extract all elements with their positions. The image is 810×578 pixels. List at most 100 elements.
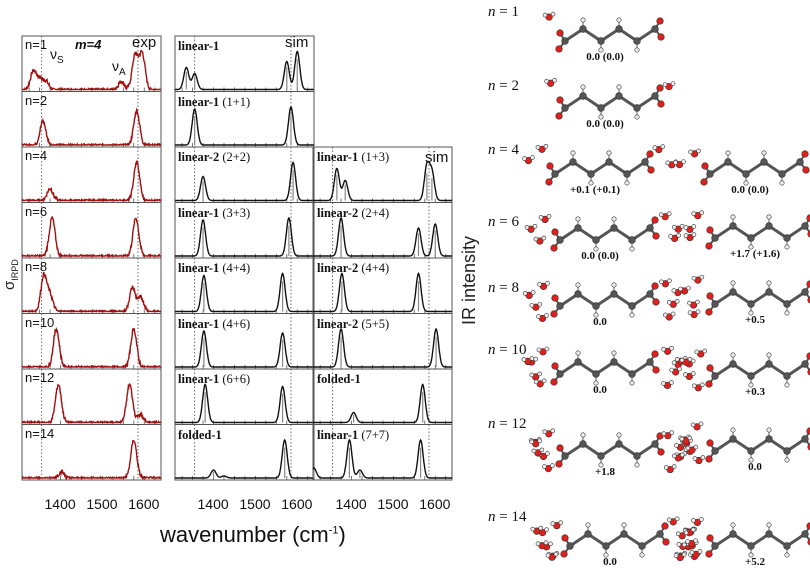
hydrogen-atom	[634, 47, 640, 53]
hydrogen-atom	[539, 447, 545, 453]
carbon-atom	[656, 530, 664, 538]
simulated-structure-label: linear-2 (5+5)	[317, 316, 390, 331]
oxygen-atom	[706, 534, 714, 542]
carbon-atom	[628, 236, 636, 244]
oxygen-atom	[555, 45, 563, 53]
carbon-atom	[765, 360, 773, 368]
hydrogen-atom	[662, 312, 668, 318]
hydrogen-atom	[784, 382, 790, 388]
y-axis-label-ir-intensity: IR intensity	[459, 235, 479, 325]
carbon-atom	[765, 222, 773, 230]
nu-s-label: νS	[50, 46, 64, 66]
spectrum-panel	[21, 424, 162, 481]
molecule-structure	[522, 278, 685, 323]
hydrogen-atom	[658, 212, 664, 218]
carbon-atom	[638, 542, 646, 550]
carbon-atom	[556, 370, 564, 378]
molecule-structure	[679, 348, 810, 392]
hydrogen-atom	[689, 550, 695, 555]
experimental-spectrum-line	[21, 326, 162, 370]
hydrogen-atom	[748, 382, 754, 388]
oxygen-atom	[700, 178, 708, 186]
hydrogen-atom	[593, 380, 599, 386]
hydrogen-atom	[529, 302, 535, 308]
carbon-atom	[579, 25, 587, 33]
carbon-atom	[646, 224, 654, 232]
carbon-atom	[711, 234, 719, 242]
hydrogen-atom	[685, 539, 690, 544]
panel-n-label: n=12	[25, 370, 55, 385]
simulated-spectrum-line	[313, 327, 452, 368]
hydrogen-atom	[681, 542, 687, 548]
hydrogen-atom	[669, 430, 675, 435]
molecule-structure	[678, 421, 810, 465]
oxygen-atom	[546, 162, 554, 170]
structure-n-label: n = 8	[488, 280, 519, 296]
spectrum-panel	[312, 146, 453, 203]
structure-n-label: n = 4	[488, 142, 519, 158]
hydrogen-atom	[529, 356, 535, 361]
hydrogen-atom	[688, 149, 693, 155]
hydrogen-atom	[675, 531, 681, 537]
molecule-structure	[544, 77, 676, 120]
oxygen-atom	[646, 150, 654, 158]
carbon-atom	[783, 234, 791, 242]
hydrogen-atom	[687, 435, 693, 441]
hydrogen-atom	[671, 360, 677, 366]
hydrogen-atom	[537, 282, 542, 287]
carbon-atom	[646, 290, 654, 298]
hydrogen-atom	[702, 348, 708, 354]
molecule-structure	[530, 516, 697, 562]
hydrogen-atom	[553, 551, 559, 557]
carbon-atom	[633, 452, 641, 460]
hydrogen-atom	[575, 216, 581, 222]
relative-energy-label: +1.8	[594, 466, 616, 478]
molecule-structure	[673, 148, 810, 186]
hydrogen-atom	[695, 309, 701, 314]
carbon-atom	[801, 530, 809, 538]
panel-frame	[174, 424, 315, 481]
simulated-spectrum-line	[312, 438, 452, 479]
carbon-atom	[747, 300, 755, 308]
simulated-structure-label: linear-1 (7+7)	[317, 427, 390, 442]
relative-energy-label: 0.0 (0.0)	[586, 118, 624, 130]
carbon-atom	[651, 440, 659, 448]
x-axis-label: wavenumber (cm-1)	[160, 522, 346, 547]
simulated-structure-label: linear-2 (2+2)	[178, 150, 251, 164]
hydrogen-atom	[542, 429, 548, 435]
hydrogen-atom	[543, 540, 549, 546]
hydrogen-atom	[682, 372, 688, 377]
hydrogen-atom	[670, 81, 676, 86]
hydrogen-atom	[544, 78, 549, 84]
hydrogen-atom	[558, 520, 564, 525]
simulated-spectrum-line	[175, 216, 314, 257]
hydrogen-atom	[697, 549, 703, 554]
hydrogen-atom	[544, 346, 550, 352]
hydrogen-atom	[533, 236, 539, 242]
simulated-spectrum-line	[175, 50, 314, 91]
hydrogen-atom	[543, 144, 549, 149]
hydrogen-atom	[580, 432, 586, 438]
simulated-structure-label: linear-1 (6+6)	[178, 372, 251, 386]
simulated-spectrum-line	[175, 161, 314, 202]
hydrogen-atom	[530, 290, 536, 295]
simulated-spectrum-line	[175, 438, 314, 479]
oxygen-atom	[657, 100, 665, 108]
panel-n-label: n=1	[25, 37, 48, 52]
oxygen-atom	[555, 460, 563, 468]
carbon-atom	[778, 170, 786, 178]
hydrogen-atom	[693, 444, 699, 450]
carbon-atom	[711, 447, 719, 455]
hydrogen-atom	[545, 281, 550, 286]
carbon-atom	[584, 530, 592, 538]
hydrogen-atom	[685, 445, 691, 451]
carbon-atom	[711, 300, 719, 308]
hydrogen-atom	[611, 282, 617, 288]
hydrogen-atom	[674, 356, 680, 362]
spectrum-panel	[312, 313, 453, 370]
hydrogen-atom	[629, 312, 635, 318]
hydrogen-atom	[522, 156, 527, 161]
simulated-structure-label: linear-1 (3+3)	[178, 205, 251, 220]
carbon-atom	[615, 25, 623, 33]
hydrogen-atom	[679, 357, 685, 363]
